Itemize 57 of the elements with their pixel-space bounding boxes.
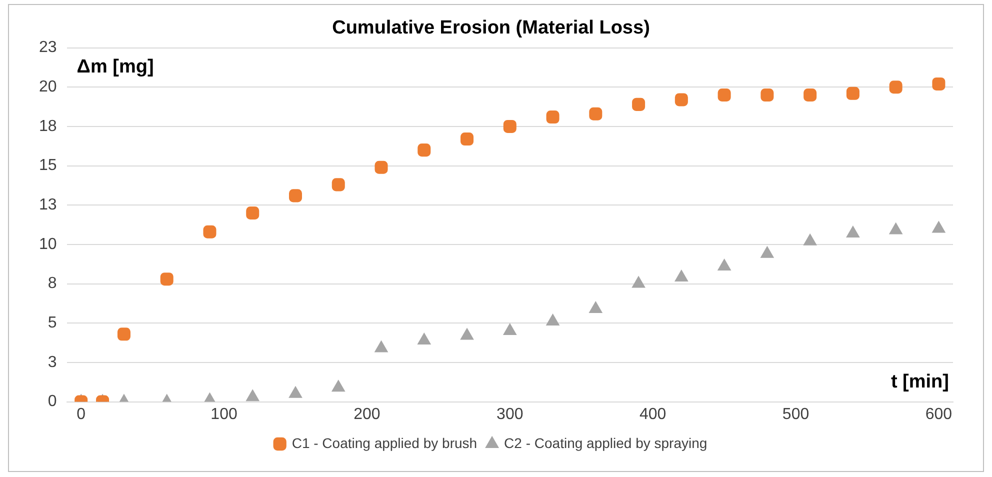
point xyxy=(460,132,474,146)
point xyxy=(418,332,431,344)
point xyxy=(246,206,260,220)
x-tick-label: 0 xyxy=(76,406,86,423)
point xyxy=(288,386,302,398)
point xyxy=(203,225,216,238)
x-tick-label: 400 xyxy=(639,406,666,423)
y-tick-label: 5 xyxy=(48,314,57,332)
y-tick-label: 13 xyxy=(39,196,57,214)
y-axis-title: Δm [mg] xyxy=(76,56,154,78)
y-tick-label: 20 xyxy=(39,78,57,96)
point xyxy=(589,301,602,313)
point xyxy=(418,144,431,157)
point xyxy=(889,222,902,234)
point xyxy=(804,234,817,246)
point xyxy=(503,324,516,335)
point xyxy=(374,160,388,174)
point xyxy=(718,88,731,102)
x-axis-title: t [min] xyxy=(890,372,949,393)
legend-label: C1 - Coating applied by brush xyxy=(292,434,478,451)
legend-label: C2 - Coating applied by spraying xyxy=(504,434,708,451)
point xyxy=(503,120,516,133)
point xyxy=(889,80,902,94)
point xyxy=(246,390,260,402)
x-tick-label: 500 xyxy=(782,406,810,423)
point xyxy=(846,86,860,100)
y-tick-label: 10 xyxy=(39,236,57,253)
point xyxy=(718,258,731,270)
point xyxy=(674,93,688,106)
point xyxy=(674,270,688,282)
point xyxy=(460,328,474,340)
x-tick-label: 600 xyxy=(925,406,952,423)
point xyxy=(932,221,946,233)
point xyxy=(546,314,560,326)
y-tick-label: 0 xyxy=(48,393,57,410)
point xyxy=(546,110,560,124)
y-tick-label: 23 xyxy=(39,39,57,56)
point xyxy=(589,107,602,120)
y-tick-label: 15 xyxy=(39,157,57,174)
point xyxy=(804,88,817,102)
y-tick-label: 3 xyxy=(48,354,57,371)
point xyxy=(932,77,946,90)
point xyxy=(632,276,646,288)
y-tick-label: 8 xyxy=(48,275,57,292)
chart-title: Cumulative Erosion (Material Loss) xyxy=(332,18,650,39)
y-tick-label: 18 xyxy=(39,118,57,135)
x-tick-label: 300 xyxy=(496,406,524,423)
x-tick-label: 200 xyxy=(354,406,380,423)
point xyxy=(760,246,774,258)
point xyxy=(332,380,345,392)
point xyxy=(632,98,646,111)
point xyxy=(288,189,302,202)
point xyxy=(332,178,345,192)
point xyxy=(846,226,860,238)
point xyxy=(374,340,388,352)
x-tick-label: 100 xyxy=(210,406,238,423)
point xyxy=(760,88,774,102)
